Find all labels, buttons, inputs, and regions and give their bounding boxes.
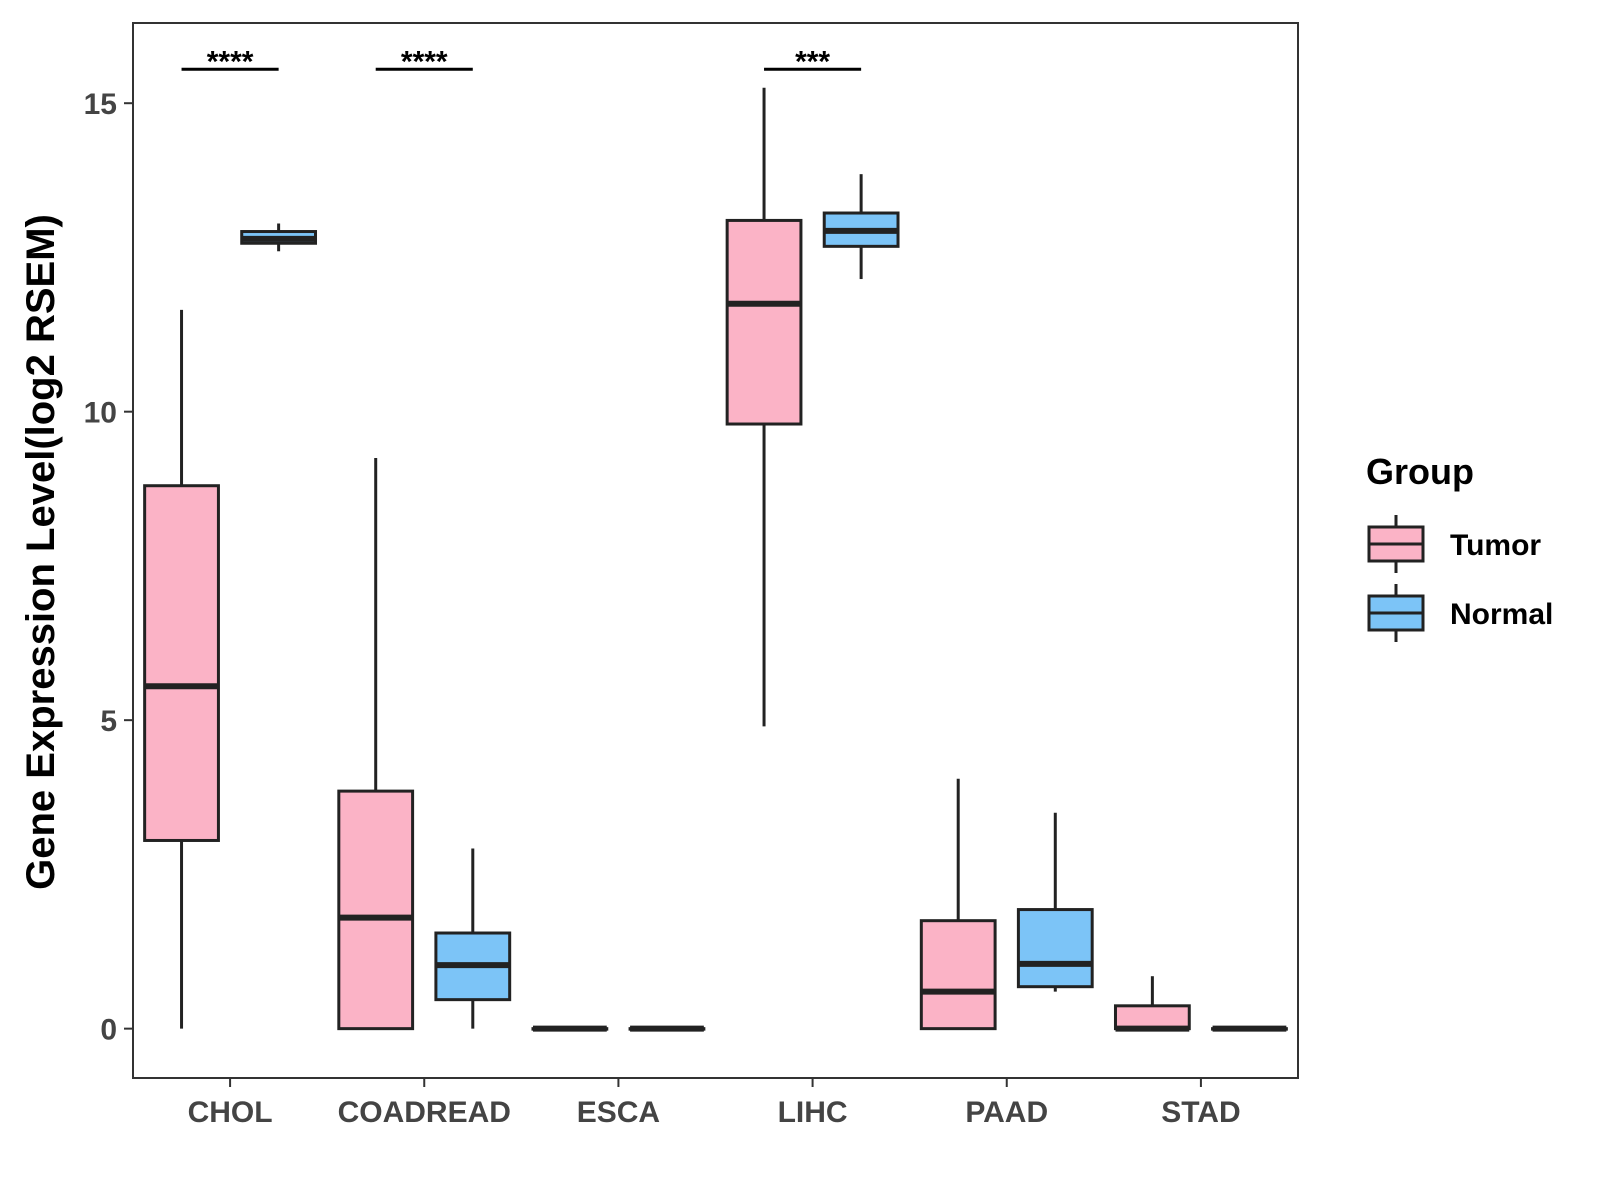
box-body [337,789,415,1031]
y-tick-label: 15 [84,88,117,121]
x-tick-label: ESCA [577,1096,660,1129]
plot-panel-border [132,22,1299,1079]
legend-item-normal: Normal [1367,584,1553,642]
box-body [725,218,803,426]
box-tumor-lihc [725,87,803,727]
significance-label: **** [207,45,254,78]
box-normal-coadread [434,848,512,1029]
significance-label: **** [401,45,448,78]
x-tick-label: CHOL [188,1096,273,1129]
y-tick-label: 0 [100,1014,117,1047]
box-normal-stad [1211,1025,1288,1032]
box-tumor-paad [919,778,997,1031]
box-tumor-chol [143,309,220,1029]
box-normal-esca [628,1025,706,1032]
significance-label: *** [795,45,830,78]
box-body [1113,1004,1191,1031]
y-axis-title: Gene Expression Level(log2 RSEM) [19,214,63,890]
box-normal-chol [240,223,318,252]
legend: Group Tumor Normal [1366,451,1553,642]
x-tick-label: COADREAD [338,1096,511,1129]
box-body [143,484,220,842]
y-tick-label: 5 [100,705,117,738]
y-axis: 0 5 10 15 [84,88,133,1047]
legend-label: Tumor [1450,529,1541,562]
box-body [919,919,997,1031]
y-tick-label: 10 [84,397,117,430]
legend-title: Group [1366,451,1474,492]
box-tumor-stad [1113,976,1191,1032]
box-tumor-coadread [337,457,415,1031]
x-tick-label: PAAD [965,1096,1048,1129]
box-tumor-esca [531,1025,609,1032]
x-tick-label: STAD [1161,1096,1240,1129]
box-normal-paad [1016,812,1094,992]
box-group [143,87,1288,1032]
box-normal-lihc [822,174,900,280]
significance-annotations: **** **** *** [181,45,862,78]
x-tick-label: LIHC [778,1096,848,1129]
x-axis: CHOL COADREAD ESCA LIHC PAAD STAD [188,1078,1241,1129]
box-body [1016,908,1094,989]
legend-item-tumor: Tumor [1367,515,1541,573]
legend-label: Normal [1450,598,1553,631]
